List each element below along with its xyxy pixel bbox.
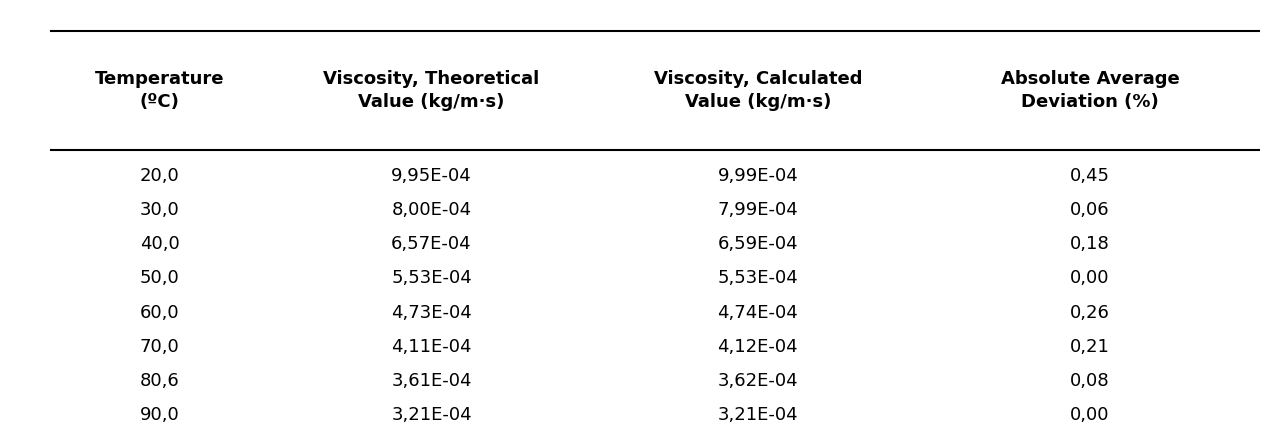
Text: 30,0: 30,0 (140, 201, 179, 219)
Text: 0,18: 0,18 (1070, 235, 1110, 253)
Text: 6,57E-04: 6,57E-04 (392, 235, 472, 253)
Text: 80,6: 80,6 (140, 372, 179, 390)
Text: 20,0: 20,0 (140, 167, 179, 185)
Text: 3,62E-04: 3,62E-04 (717, 372, 798, 390)
Text: 0,00: 0,00 (1070, 269, 1110, 288)
Text: 9,99E-04: 9,99E-04 (717, 167, 798, 185)
Text: 4,11E-04: 4,11E-04 (392, 338, 472, 356)
Text: 9,95E-04: 9,95E-04 (392, 167, 472, 185)
Text: 6,59E-04: 6,59E-04 (717, 235, 798, 253)
Text: 0,08: 0,08 (1070, 372, 1110, 390)
Text: 5,53E-04: 5,53E-04 (392, 269, 472, 288)
Text: 60,0: 60,0 (140, 303, 179, 321)
Text: 0,45: 0,45 (1070, 167, 1110, 185)
Text: 8,00E-04: 8,00E-04 (392, 201, 472, 219)
Text: 0,26: 0,26 (1070, 303, 1110, 321)
Text: Viscosity, Calculated
Value (kg/m·s): Viscosity, Calculated Value (kg/m·s) (654, 70, 862, 111)
Text: 0,00: 0,00 (1070, 406, 1110, 424)
Text: 70,0: 70,0 (140, 338, 179, 356)
Text: Absolute Average
Deviation (%): Absolute Average Deviation (%) (1001, 70, 1179, 111)
Text: 3,21E-04: 3,21E-04 (392, 406, 472, 424)
Text: 4,73E-04: 4,73E-04 (392, 303, 472, 321)
Text: Temperature
(ºC): Temperature (ºC) (95, 70, 224, 111)
Text: 0,06: 0,06 (1070, 201, 1110, 219)
Text: 7,99E-04: 7,99E-04 (717, 201, 798, 219)
Text: 3,61E-04: 3,61E-04 (392, 372, 472, 390)
Text: 40,0: 40,0 (140, 235, 179, 253)
Text: 5,53E-04: 5,53E-04 (717, 269, 798, 288)
Text: Viscosity, Theoretical
Value (kg/m·s): Viscosity, Theoretical Value (kg/m·s) (323, 70, 539, 111)
Text: 3,21E-04: 3,21E-04 (717, 406, 798, 424)
Text: 4,12E-04: 4,12E-04 (717, 338, 798, 356)
Text: 0,21: 0,21 (1070, 338, 1110, 356)
Text: 4,74E-04: 4,74E-04 (717, 303, 798, 321)
Text: 90,0: 90,0 (140, 406, 179, 424)
Text: 50,0: 50,0 (140, 269, 179, 288)
